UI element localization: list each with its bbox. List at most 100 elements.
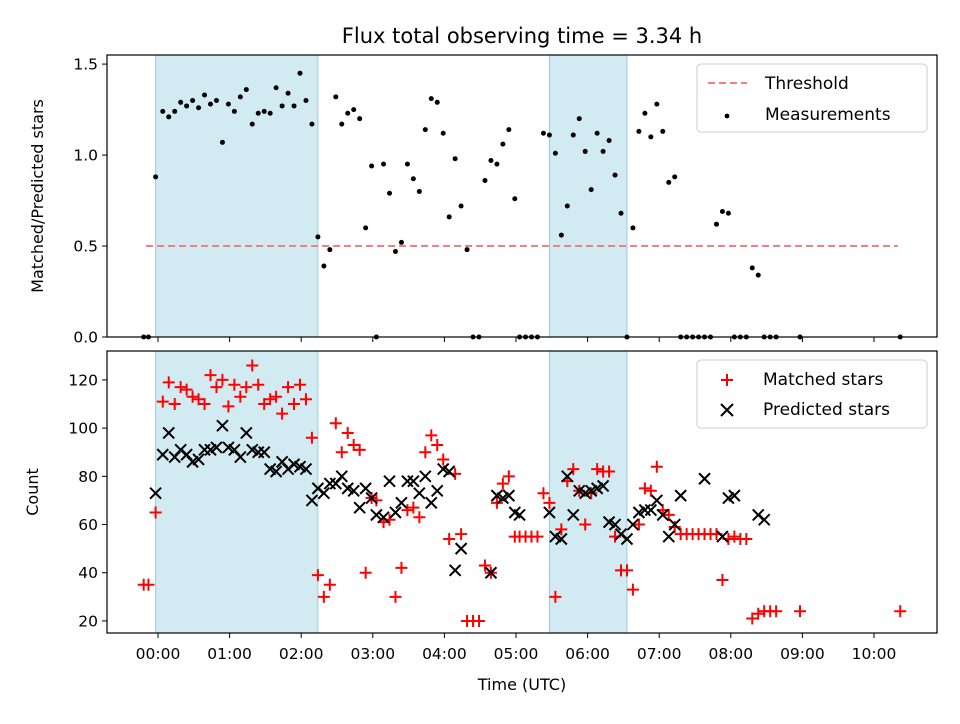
measurement-point (267, 110, 273, 116)
matched-star-point (591, 463, 604, 476)
predicted-star-point (555, 532, 568, 546)
bottom-legend-box (696, 359, 928, 429)
predicted-star-point (347, 484, 360, 498)
top-y-axis-label: Matched/Predicted stars (28, 99, 47, 293)
matched-star-point (632, 518, 645, 531)
matched-legend-label: Matched stars (763, 370, 883, 390)
predicted-star-point (431, 484, 444, 498)
measurement-point (660, 128, 666, 134)
matched-star-point (210, 381, 223, 394)
measurement-point (387, 190, 393, 196)
x-tick-label: 09:00 (780, 645, 825, 663)
shaded-region (548, 350, 628, 634)
matched-star-point (419, 446, 432, 459)
y-tick-label: 1.0 (73, 147, 98, 165)
measurement-point (321, 263, 327, 269)
matched-star-point (198, 398, 211, 411)
x-axis-label: Time (UTC) (477, 675, 566, 694)
bottom-shaded-regions (155, 350, 628, 634)
matched-star-point (431, 439, 444, 451)
x-tick-label: 04:00 (422, 645, 467, 663)
predicted-star-point (353, 501, 366, 514)
measurement-point (351, 107, 357, 113)
matched-stars-series (137, 359, 907, 627)
measurement-point (422, 127, 428, 133)
measurement-point (309, 121, 315, 127)
measurement-point (357, 116, 363, 122)
measurement-point (231, 108, 237, 114)
measurement-point (404, 161, 410, 167)
predicted-star-point (668, 518, 681, 531)
measurement-point (552, 150, 558, 156)
measurement-point (749, 265, 755, 271)
predicted-star-point (365, 491, 378, 505)
measurement-point (345, 110, 351, 116)
top-legend: Threshold Measurements (696, 63, 928, 133)
y-tick-label: 60 (78, 516, 98, 534)
measurement-point (213, 97, 219, 103)
measurement-point (576, 116, 582, 122)
matched-star-point (437, 453, 450, 466)
matched-star-point (389, 590, 402, 603)
matched-star-point (174, 381, 187, 394)
measurement-point (208, 101, 214, 107)
measurement-point (291, 103, 297, 109)
threshold-legend-label: Threshold (764, 74, 849, 94)
measurement-point (243, 87, 249, 93)
matched-star-point (425, 429, 438, 442)
bottom-legend: Matched stars Predicted stars (696, 359, 928, 429)
predicted-star-point (425, 496, 438, 510)
x-tick-label: 08:00 (708, 645, 753, 663)
measurement-point (172, 108, 178, 114)
matched-star-point (650, 460, 663, 473)
y-tick-label: 120 (68, 371, 98, 389)
predicted-legend-swatch (720, 403, 734, 417)
x-tick-label: 10:00 (852, 645, 897, 663)
measurements-legend-label: Measurements (765, 105, 891, 125)
predicted-star-point (370, 508, 383, 522)
measurement-point (488, 158, 494, 164)
matched-star-point (478, 559, 491, 572)
matched-star-point (401, 504, 414, 517)
measurement-point (190, 97, 196, 103)
measurement-point (612, 172, 618, 178)
matched-star-point (156, 395, 169, 408)
matched-star-point (537, 487, 550, 500)
predicted-star-point (299, 462, 313, 476)
measurement-point (440, 130, 446, 136)
matched-star-point (620, 564, 633, 577)
measurement-point (464, 247, 470, 253)
measurement-point (333, 94, 339, 100)
predicted-star-point (620, 532, 634, 546)
matched-star-point (740, 533, 753, 545)
measurements-series (141, 70, 903, 340)
predicted-star-point (192, 453, 205, 466)
measurement-point (666, 179, 672, 185)
measurement-point (363, 225, 369, 231)
measurement-point (327, 247, 333, 253)
measurement-point (219, 139, 225, 145)
predicted-star-point (335, 470, 348, 483)
predicted-star-point (162, 426, 175, 440)
predicted-star-point (210, 441, 223, 454)
predicted-star-point (502, 489, 516, 502)
matched-star-point (186, 390, 199, 403)
measurement-point (713, 221, 719, 227)
predicted-star-point (698, 472, 711, 485)
measurement-point (261, 108, 267, 114)
matched-star-point (728, 530, 741, 543)
matched-star-point (353, 443, 366, 456)
bottom-axes-frame (106, 350, 938, 634)
top-axes-frame (106, 54, 938, 338)
predicted-star-point (389, 506, 402, 519)
measurement-point (558, 232, 564, 238)
predicted-star-point (543, 506, 556, 519)
measurement-point (494, 161, 500, 167)
measurement-point (196, 105, 202, 111)
measurement-point (410, 176, 416, 182)
measurement-point (719, 208, 725, 214)
matched-star-point (668, 520, 681, 533)
measurement-point (184, 103, 190, 109)
predicted-star-point (407, 474, 420, 488)
